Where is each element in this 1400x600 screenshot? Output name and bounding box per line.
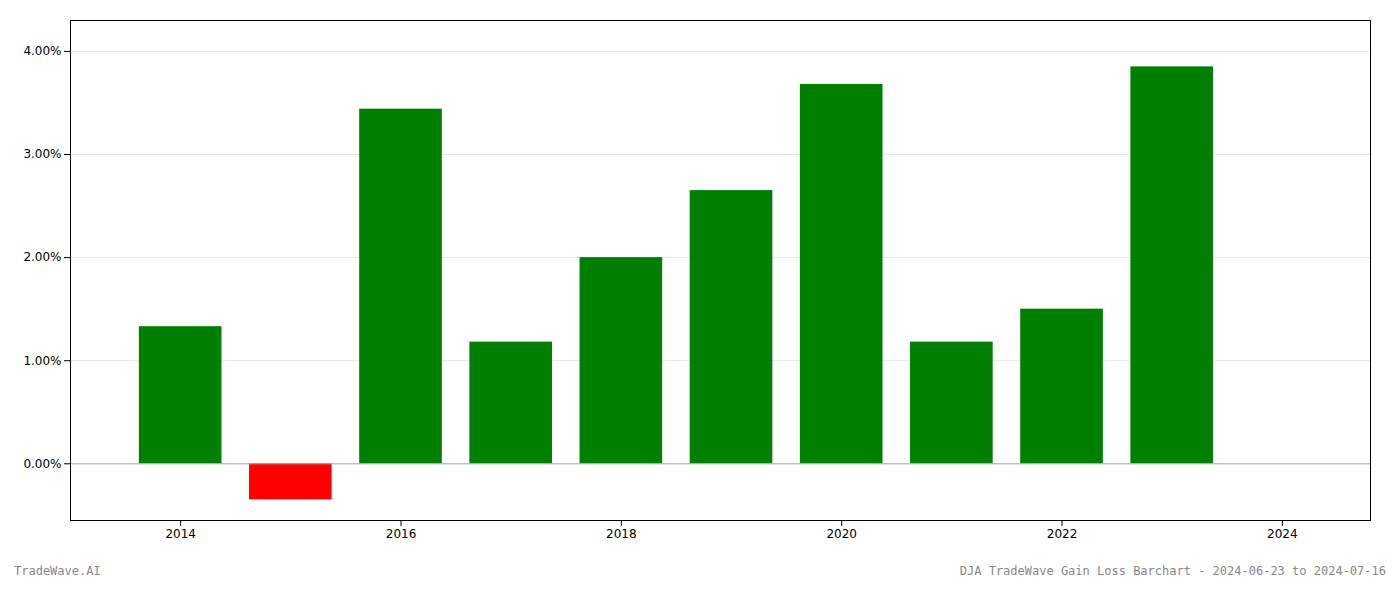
svg-text:2020: 2020: [826, 527, 857, 541]
svg-text:2018: 2018: [606, 527, 637, 541]
html-text:DJA TradeWave Gain Loss Barcha: DJA TradeWave Gain Loss Barchart - 2024-…: [959, 564, 1386, 578]
svg-text:1.00%: 1.00%: [23, 354, 61, 368]
svg-text:2022: 2022: [1047, 527, 1078, 541]
html-text:TradeWave.AI: TradeWave.AI: [14, 564, 101, 578]
svg-text:2.00%: 2.00%: [23, 250, 61, 264]
svg-text:2016: 2016: [386, 527, 417, 541]
svg-text:0.00%: 0.00%: [23, 457, 61, 471]
svg-text:4.00%: 4.00%: [23, 44, 61, 58]
svg-text:3.00%: 3.00%: [23, 147, 61, 161]
svg-text:2024: 2024: [1267, 527, 1298, 541]
svg-text:2014: 2014: [165, 527, 196, 541]
